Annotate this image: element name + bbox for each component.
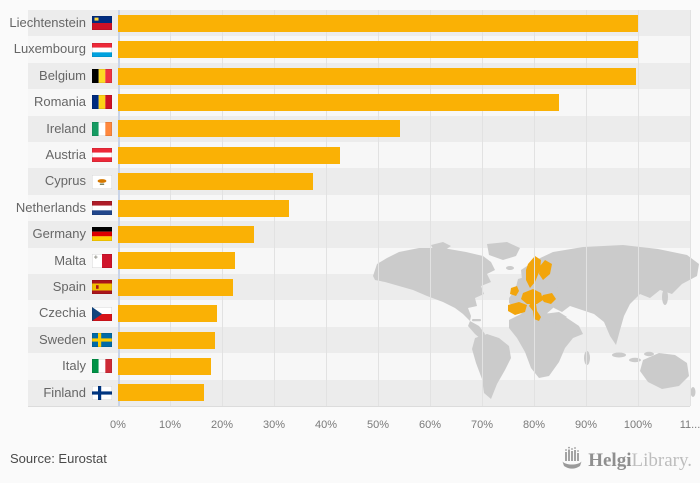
gridline-60 xyxy=(430,10,431,406)
x-tick-3: 30% xyxy=(262,419,286,431)
country-label-finland: Finland xyxy=(43,384,86,400)
map-australia xyxy=(640,353,689,389)
x-tick-6: 60% xyxy=(418,419,442,431)
country-label-netherlands: Netherlands xyxy=(15,199,86,215)
map-uk xyxy=(516,277,528,294)
map-central-america xyxy=(468,321,485,340)
map-eu-central xyxy=(521,289,543,304)
bar-luxembourg[interactable] xyxy=(118,41,638,59)
map-madagascar xyxy=(584,351,590,365)
map-eurasia xyxy=(521,245,699,345)
brand-name-light: Library. xyxy=(631,450,693,471)
bar-cyprus[interactable] xyxy=(118,173,313,191)
romania-flag-icon xyxy=(92,95,112,110)
map-indonesia-1 xyxy=(612,352,626,358)
map-eu-finland xyxy=(539,260,552,280)
germany-flag-icon xyxy=(92,227,112,242)
map-eu-sweden xyxy=(526,256,541,288)
country-label-sweden: Sweden xyxy=(39,331,86,347)
map-africa xyxy=(509,312,583,378)
bar-romania[interactable] xyxy=(118,93,559,111)
x-tick-10: 100% xyxy=(623,419,653,431)
x-tick-2: 20% xyxy=(210,419,234,431)
map-cuba xyxy=(472,319,481,322)
axis-baseline xyxy=(28,406,690,407)
bar-netherlands[interactable] xyxy=(118,199,289,217)
world-map xyxy=(373,242,699,399)
map-indonesia-3 xyxy=(644,351,654,357)
x-tick-0: 0% xyxy=(110,419,126,431)
map-iceland xyxy=(506,266,514,270)
country-label-spain: Spain xyxy=(52,279,86,294)
malta-flag-icon xyxy=(92,253,112,268)
country-label-belgium: Belgium xyxy=(39,67,86,83)
map-eu-spain xyxy=(508,302,527,315)
netherlands-flag-icon xyxy=(92,201,112,215)
country-label-cyprus: Cyprus xyxy=(44,173,86,189)
bar-liechtenstein[interactable] xyxy=(118,14,638,32)
bar-czechia[interactable] xyxy=(118,305,218,323)
map-eu-ireland xyxy=(510,286,519,296)
bar-spain[interactable] xyxy=(118,278,234,296)
x-tick-8: 80% xyxy=(522,419,546,431)
gridline-50 xyxy=(378,10,379,406)
x-tick-9: 90% xyxy=(574,419,598,431)
gridline-11 xyxy=(690,10,691,406)
italy-flag-icon xyxy=(92,359,112,374)
bar-belgium[interactable] xyxy=(118,67,637,85)
austria-flag-icon xyxy=(92,148,112,163)
bar-germany[interactable] xyxy=(118,225,255,243)
x-tick-1: 10% xyxy=(158,419,182,431)
spain-flag-icon xyxy=(92,280,112,295)
country-label-germany: Germany xyxy=(32,226,86,242)
country-label-austria: Austria xyxy=(45,147,86,162)
cyprus-flag-icon xyxy=(92,174,112,189)
helgi-ship-icon xyxy=(561,446,583,476)
x-tick-7: 70% xyxy=(470,419,494,431)
map-indonesia-2 xyxy=(629,357,641,363)
country-label-italy: Italy xyxy=(62,358,86,374)
map-eu-romania xyxy=(541,293,556,304)
source-text: Source: Eurostat xyxy=(10,451,107,466)
country-label-czechia: Czechia xyxy=(39,305,86,321)
country-label-malta: Malta xyxy=(54,252,86,268)
finland-flag-icon xyxy=(92,385,112,400)
brand-logo[interactable]: Helgi Library. xyxy=(561,446,692,476)
map-turkey xyxy=(543,312,567,323)
gridline-100 xyxy=(638,10,639,406)
map-eu-italy xyxy=(529,302,541,321)
map-japan xyxy=(662,289,668,305)
bar-austria[interactable] xyxy=(118,146,340,164)
bar-malta[interactable] xyxy=(118,252,235,270)
belgium-flag-icon xyxy=(92,69,112,83)
bar-italy[interactable] xyxy=(118,357,212,375)
czechia-flag-icon xyxy=(92,306,112,321)
brand-name-bold: Helgi xyxy=(588,450,632,471)
map-new-zealand xyxy=(690,387,696,397)
country-label-ireland: Ireland xyxy=(46,120,86,136)
ireland-flag-icon xyxy=(92,121,112,136)
gridline-80 xyxy=(534,10,535,406)
x-tick-4: 40% xyxy=(314,419,338,431)
sweden-flag-icon xyxy=(92,333,112,347)
map-arctic-island xyxy=(431,242,451,250)
gridline-90 xyxy=(586,10,587,406)
luxembourg-flag-icon xyxy=(92,42,112,57)
country-label-liechtenstein: Liechtenstein xyxy=(9,15,86,30)
map-south-america xyxy=(472,334,511,399)
bar-sweden[interactable] xyxy=(118,331,216,349)
map-greenland xyxy=(487,242,520,260)
country-label-romania: Romania xyxy=(33,94,86,110)
x-tick-11: 11... xyxy=(679,419,700,431)
gridline-40 xyxy=(326,10,327,406)
bar-ireland[interactable] xyxy=(118,120,401,138)
gridline-70 xyxy=(482,10,483,406)
bar-finland[interactable] xyxy=(118,384,204,402)
country-label-luxembourg: Luxembourg xyxy=(13,41,86,57)
x-tick-5: 50% xyxy=(366,419,390,431)
liechtenstein-flag-icon xyxy=(92,16,112,31)
map-north-america xyxy=(373,248,495,321)
